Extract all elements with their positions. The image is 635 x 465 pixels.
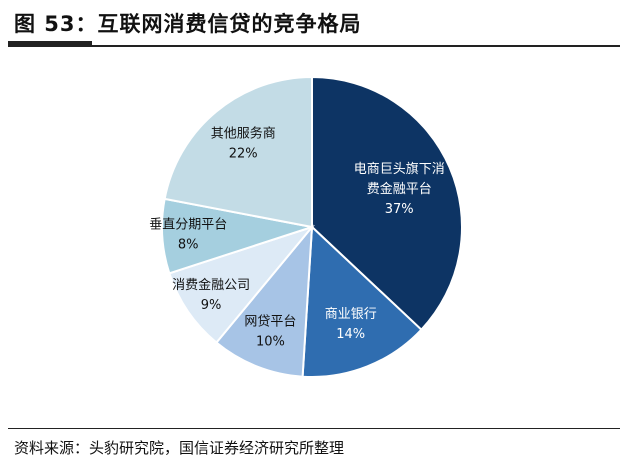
figure-title: 图 53：互联网消费信贷的竞争格局 — [14, 12, 362, 36]
slice-name-label: 垂直分期平台 — [149, 217, 227, 232]
title-accent-rule — [8, 41, 92, 47]
source-note: 资料来源：头豹研究院，国信证券经济研究所整理 — [14, 439, 345, 457]
pie-slice — [168, 224, 315, 344]
slice-name-label: 其他服务商 — [211, 125, 276, 141]
pie-slice — [163, 75, 313, 229]
title-rule — [8, 45, 620, 47]
slice-value-label: 14% — [336, 327, 365, 342]
slice-name-label: 商业银行 — [325, 307, 377, 322]
slice-name-label: 费金融平台 — [367, 181, 432, 197]
slice-name-label: 电商巨头旗下消 — [354, 161, 445, 177]
pie-slice — [311, 75, 463, 332]
slice-value-label: 22% — [229, 146, 258, 161]
slice-value-label: 37% — [385, 202, 414, 217]
source-rule — [8, 428, 620, 429]
slice-value-label: 9% — [201, 298, 222, 313]
pie-slices — [161, 75, 463, 378]
pie-slice — [214, 223, 314, 378]
slice-value-label: 10% — [256, 335, 285, 350]
slice-name-label: 消费金融公司 — [172, 277, 250, 293]
slice-name-label: 网贷平台 — [244, 315, 296, 330]
slice-value-label: 8% — [178, 237, 199, 252]
pie-slice — [301, 224, 423, 378]
